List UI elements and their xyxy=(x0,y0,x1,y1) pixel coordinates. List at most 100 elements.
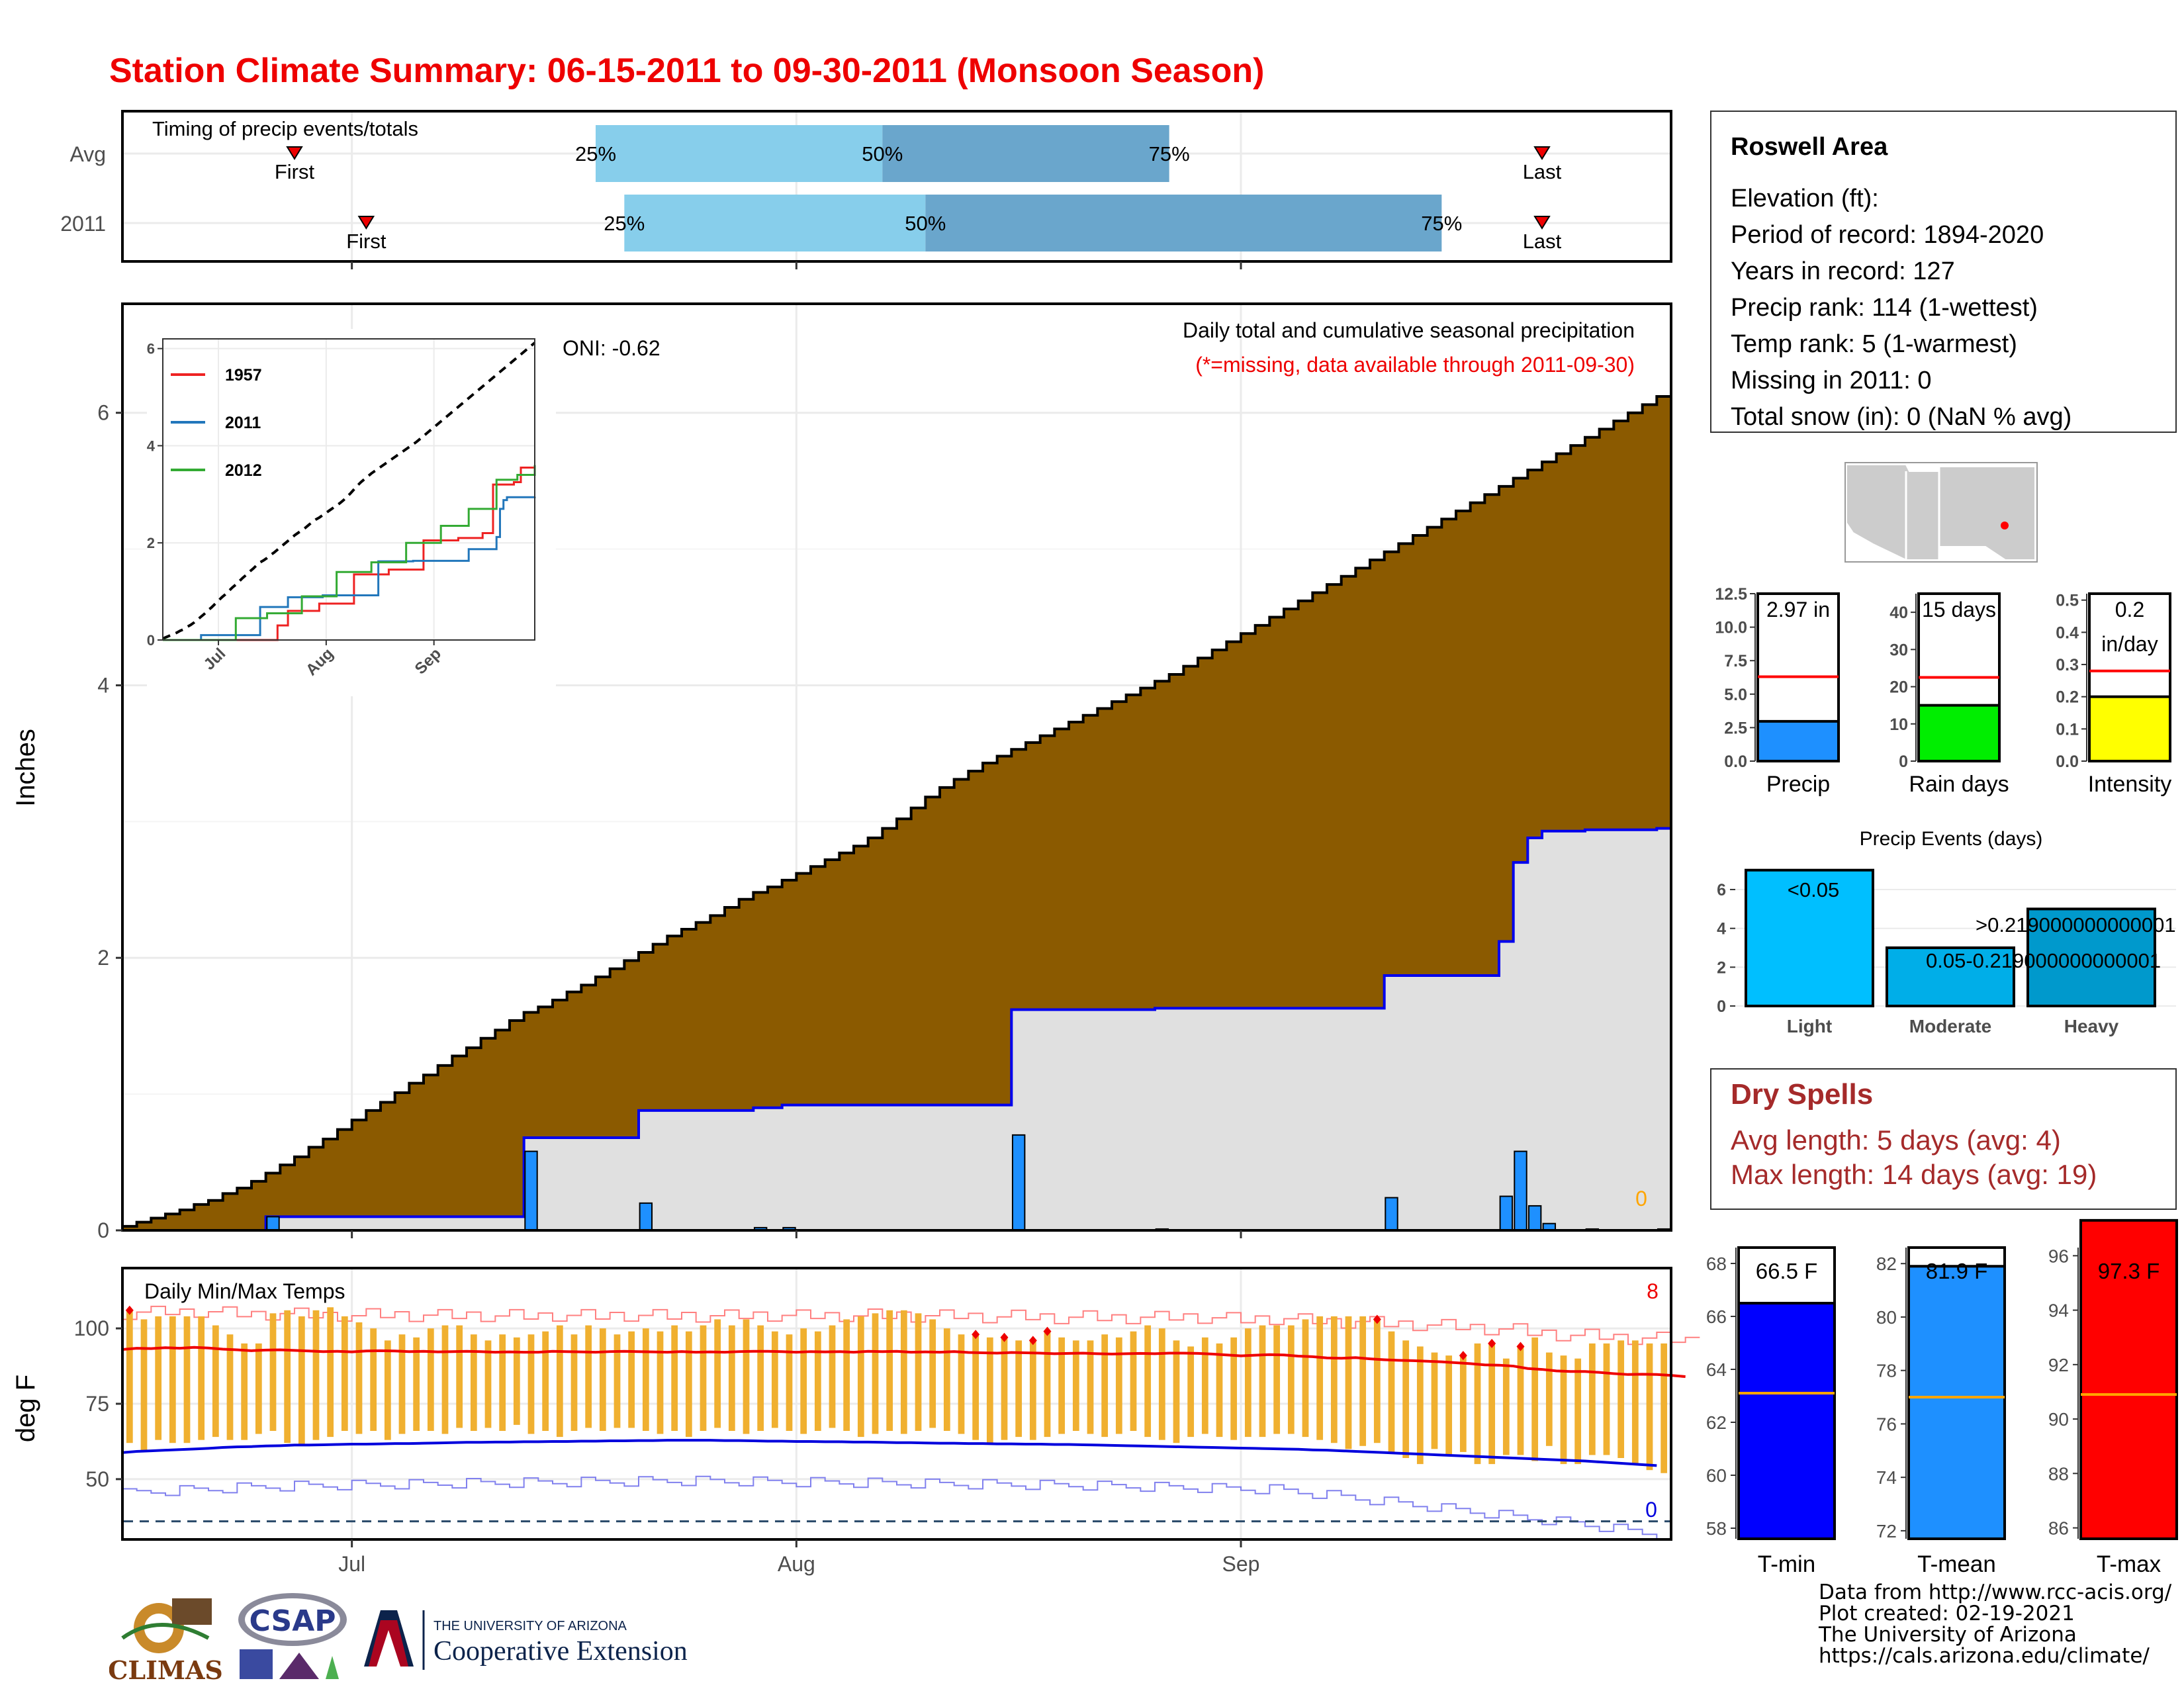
month-x-tick-label: Aug xyxy=(778,1552,815,1576)
daily-temp-range-bar xyxy=(1631,1340,1639,1465)
month-x-tick-label: Jul xyxy=(338,1552,365,1576)
inset-y-tick-label: 4 xyxy=(147,437,156,454)
daily-temp-range-bar xyxy=(757,1325,764,1431)
precip-events-chart: 0 2 4 6 Light Moderate Heavy <0.05 0.05-0.219000… xyxy=(1717,862,2176,1036)
station-name: Roswell Area xyxy=(1731,133,1888,161)
daily-temp-range-bar xyxy=(1646,1343,1653,1471)
temp-bar-y-tick-label: 82 xyxy=(1876,1254,1897,1274)
events-y-tick-label: 6 xyxy=(1717,881,1726,899)
inset-series-line xyxy=(163,496,536,641)
daily-temp-range-bar xyxy=(972,1334,979,1440)
daily-temp-range-bar xyxy=(1158,1328,1165,1440)
daily-temp-range-bar xyxy=(929,1319,936,1428)
daily-temp-range-bar xyxy=(1416,1346,1424,1465)
record-low-line xyxy=(122,1475,1671,1540)
temp-plot-area xyxy=(122,1305,1700,1540)
footer-url: https://cals.arizona.edu/climate/ xyxy=(1819,1644,2150,1668)
daily-temp-range-bar xyxy=(1029,1340,1036,1440)
precip-y-tick-label: 2 xyxy=(97,946,109,970)
info-period: Period of record: 1894-2020 xyxy=(1731,221,2044,249)
mini-bar-label: Intensity xyxy=(2088,772,2172,797)
daily-temp-range-bar xyxy=(872,1313,879,1434)
daily-temp-range-bar xyxy=(456,1325,463,1428)
precip-note-1: Daily total and cumulative seasonal prec… xyxy=(1183,318,1635,342)
daily-temp-range-bar xyxy=(1359,1316,1367,1446)
daily-temp-range-bar xyxy=(1502,1358,1510,1455)
temp-caption: Daily Min/Max Temps xyxy=(144,1279,345,1303)
mini-bar-value xyxy=(2088,695,2171,762)
mini-bar-y-tick-label: 20 xyxy=(1889,678,1908,697)
daily-precip-bar xyxy=(266,1216,280,1231)
daily-temp-range-bar xyxy=(542,1331,549,1431)
temp-bar-value xyxy=(1907,1265,2006,1540)
month-x-ticks: Jul Aug Sep xyxy=(338,261,1259,1576)
daily-temp-range-bar xyxy=(1431,1352,1438,1449)
daily-temp-range-bar xyxy=(140,1319,148,1452)
inset-avg-dashed-line xyxy=(162,342,536,640)
precip-plot-area xyxy=(122,395,1671,1232)
info-precip-rank: Precip rank: 114 (1-wettest) xyxy=(1731,294,2038,322)
info-elevation: Elevation (ft): xyxy=(1731,185,1879,212)
timing-event-label: Last xyxy=(1523,230,1562,253)
daily-temp-range-bar xyxy=(599,1328,606,1431)
mini-bar-y-tick-label: 0.5 xyxy=(2056,592,2079,610)
daily-temp-range-bar xyxy=(1101,1334,1109,1438)
mini-bar-label: Precip xyxy=(1766,772,1830,797)
temp-bar-value-label: 97.3 F xyxy=(2098,1259,2160,1283)
timing-pct-label: 75% xyxy=(1421,212,1462,235)
daily-temp-range-bar xyxy=(570,1334,578,1431)
daily-temp-range-bar xyxy=(728,1325,735,1431)
timing-pct-label: 25% xyxy=(604,212,645,235)
mini-bar-y-tick-label: 0.0 xyxy=(1724,753,1747,771)
climas-logo-text: CLIMAS xyxy=(109,1655,222,1685)
daily-temp-range-bar xyxy=(1001,1337,1008,1440)
daily-temp-range-bar xyxy=(1330,1316,1338,1443)
mini-bar-y-tick-label: 30 xyxy=(1889,641,1908,659)
daily-temp-range-bar xyxy=(269,1313,277,1431)
daily-temp-range-bar xyxy=(1316,1316,1324,1440)
temp-hot-count: 8 xyxy=(1647,1279,1659,1303)
csap-logo: CSAP xyxy=(233,1590,352,1688)
daily-temp-range-bar xyxy=(1388,1331,1395,1452)
daily-temp-range-bar xyxy=(1661,1343,1668,1473)
record-high-marker xyxy=(1488,1338,1496,1348)
precip-y-tick-label: 6 xyxy=(97,401,109,425)
inset-y-tick-label: 2 xyxy=(147,535,155,551)
precip-panel: Daily total and cumulative seasonal prec… xyxy=(11,302,1672,1242)
temp-cold-count: 0 xyxy=(1645,1498,1657,1522)
year-cumulative-area xyxy=(122,828,1671,1230)
daily-temp-range-bar xyxy=(1173,1340,1180,1443)
daily-temp-range-bar xyxy=(671,1325,678,1431)
temp-bar-y-tick-label: 78 xyxy=(1876,1361,1897,1381)
footer-data-source: Data from http://www.rcc-acis.org/ xyxy=(1819,1580,2172,1604)
daily-temp-range-bar xyxy=(1345,1316,1352,1449)
timing-event-label: First xyxy=(275,160,315,183)
daily-temp-range-bar xyxy=(1216,1343,1223,1438)
mini-bar-y-tick-label: 0.0 xyxy=(2056,753,2079,771)
daily-temp-range-bar xyxy=(958,1334,965,1434)
record-high-marker xyxy=(1043,1326,1052,1336)
timing-row-label-avg: Avg xyxy=(69,142,106,166)
daily-temp-range-bar xyxy=(1187,1346,1195,1438)
inset-legend-label: 2012 xyxy=(225,461,262,480)
daily-temp-range-bar xyxy=(413,1337,420,1431)
events-bar xyxy=(1886,946,2015,1007)
daily-temp-range-bar xyxy=(312,1310,320,1440)
daily-temp-range-bar xyxy=(1072,1340,1079,1431)
daily-precip-bar xyxy=(524,1150,538,1232)
record-high-line xyxy=(122,1305,1700,1346)
inset-legend-label: 2011 xyxy=(225,414,261,432)
daily-temp-range-bar xyxy=(441,1325,449,1434)
mini-bar-y-tick-label: 2.5 xyxy=(1724,719,1747,737)
temp-bar-y-tick-label: 62 xyxy=(1706,1412,1727,1433)
mini-bar-y-tick-label: 0.4 xyxy=(2056,623,2079,642)
temp-bar-value xyxy=(2079,1218,2178,1541)
daily-temp-range-bar xyxy=(642,1328,649,1431)
daily-temp-range-bar xyxy=(1531,1337,1539,1461)
daily-temp-range-bar xyxy=(226,1334,234,1440)
daily-temp-range-bar xyxy=(1058,1337,1066,1434)
temp-y-tick-label: 50 xyxy=(85,1467,109,1491)
events-bar xyxy=(2026,907,2156,1008)
daily-temp-range-bar xyxy=(1488,1343,1496,1465)
mini-bar-y-tick-label: 0.3 xyxy=(2056,656,2079,674)
